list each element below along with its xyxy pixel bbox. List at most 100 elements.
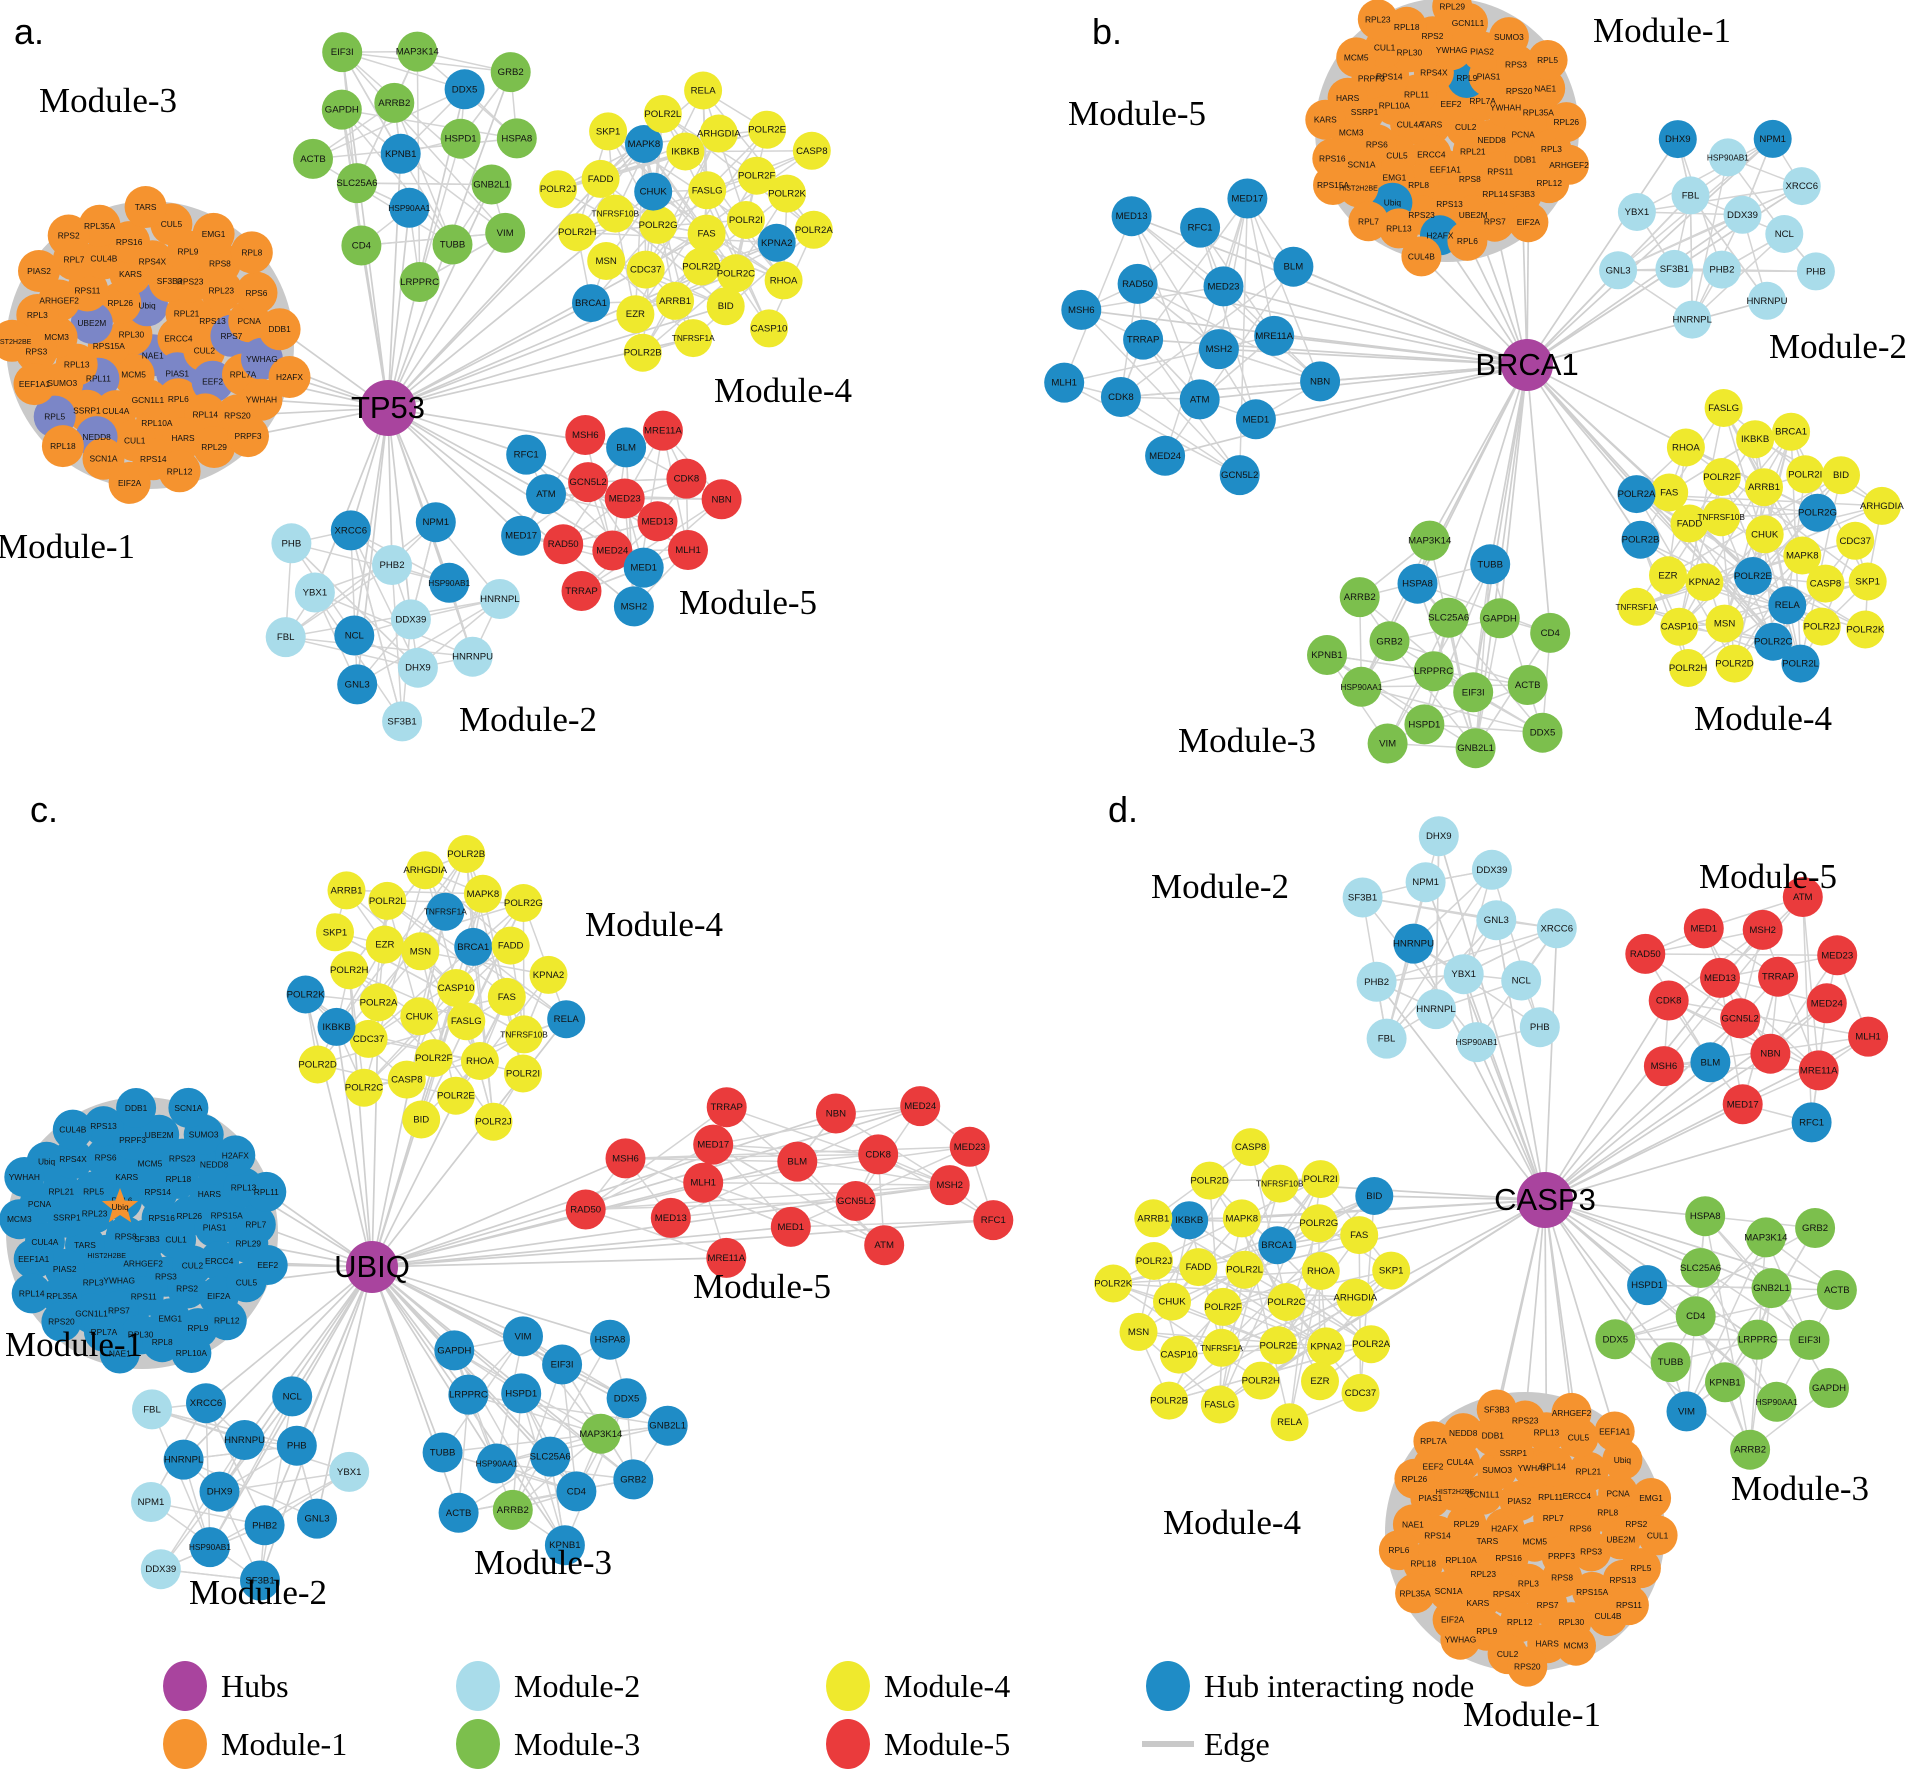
node-POLR2E [1733, 557, 1772, 595]
node-NBN [701, 479, 742, 520]
node-SKP1 [1848, 562, 1887, 601]
node-label: ARRB1 [331, 885, 363, 896]
hub-edge [316, 1266, 373, 1519]
panel-letter-b: b. [1092, 11, 1122, 52]
node-label: RPL35A [84, 221, 116, 231]
node-label: HNRNPL [480, 594, 520, 605]
node-label: EZR [626, 309, 645, 320]
node-label: GCN1L1 [1467, 1490, 1500, 1500]
node-TNFRSF10B [1702, 498, 1741, 537]
node-HSP90AA1 [476, 1443, 517, 1484]
node-label: LRPPRC [400, 277, 439, 288]
module-edge [702, 90, 747, 221]
node-label: MLH1 [1051, 378, 1077, 389]
node-label: BRCA1 [1261, 1240, 1293, 1251]
legend-label: Module-5 [884, 1726, 1010, 1762]
node-RPS13 [83, 1106, 124, 1147]
node-label: KARS [1314, 115, 1337, 125]
node-label: RPS8 [1459, 174, 1481, 184]
node-CASP10 [437, 969, 476, 1007]
module-title: Module-1 [5, 1325, 143, 1364]
node-MRE11A [706, 1237, 747, 1278]
node-ARRB2 [374, 82, 415, 123]
node-EEF2 [247, 1245, 288, 1285]
node-SKP1 [316, 913, 354, 952]
hub-edge [371, 1266, 611, 1341]
module-edge [1246, 198, 1321, 382]
node-MED1 [1235, 399, 1276, 440]
node-POLR2A [1352, 1325, 1391, 1364]
node-label: NPM1 [1759, 134, 1786, 145]
node-BID [706, 287, 745, 326]
node-label: GCN1L1 [75, 1308, 108, 1318]
hub-edge [205, 1266, 373, 1404]
node-label: DDX39 [1476, 865, 1507, 876]
node-DDB1 [116, 1088, 157, 1128]
node-YBX1 [329, 1451, 370, 1492]
panel-d-module-2: YBX1 HNRNPU GNL3 HNRNPL NPM1 NCL PHB2 DDX39 HSP9… [1151, 816, 1577, 1063]
node-label: FADD [588, 174, 614, 185]
node-label: POLR2D [682, 262, 720, 273]
node-label: RPL26 [1553, 117, 1579, 127]
module-edge [1615, 1289, 1838, 1341]
node-label: NAE1 [1534, 83, 1556, 93]
node-label: MCM3 [1564, 1641, 1589, 1651]
node-POLR2H [1241, 1361, 1280, 1400]
module-edge [1112, 1282, 1262, 1382]
node-label: HARS [1336, 93, 1360, 103]
node-label: RPL26 [176, 1211, 202, 1221]
module-title: Module-5 [1068, 94, 1206, 133]
node-VIM [1367, 723, 1408, 764]
node-POLR2F [1702, 458, 1741, 496]
node-CDK8 [666, 458, 707, 499]
module-edge [1723, 486, 1765, 624]
node-BRCA1 [1258, 1226, 1297, 1265]
node-CASP8 [387, 1060, 426, 1099]
module-edge [209, 1396, 293, 1548]
panel-b-module-3: LRPPRC SLC25A6 EIF3I GRB2 GAPDH HSPD1 HSPA8 ACT… [1178, 520, 1571, 769]
node-label: YWHAH [246, 395, 277, 405]
node-label: RPS8 [209, 258, 231, 268]
legend-label: Hub interacting node [1204, 1668, 1474, 1704]
node-label: EMG1 [202, 229, 226, 239]
node-PIAS2 [1499, 1480, 1540, 1521]
module-edge [341, 52, 363, 246]
node-label: RPL18 [50, 441, 76, 451]
node-DHX9 [1418, 816, 1459, 857]
node-label: FBL [1378, 1034, 1396, 1045]
node-label: CUL2 [194, 346, 216, 356]
node-label: GNL3 [1606, 265, 1631, 276]
node-DDX5 [1595, 1319, 1636, 1360]
node-label: BRCA1 [457, 942, 489, 953]
module-edge [285, 564, 393, 638]
node-label: MSH6 [572, 430, 599, 441]
node-label: POLR2C [1267, 1297, 1305, 1308]
node-label: HSP90AB1 [428, 578, 470, 588]
node-label: EEF2 [257, 1260, 278, 1270]
node-label: RPL29 [201, 442, 227, 452]
node-DHX9 [1658, 120, 1697, 159]
node-label: RPL10A [176, 1348, 208, 1358]
node-label: PIAS2 [53, 1264, 77, 1274]
node-POLR2H [558, 213, 597, 252]
panel-letter-d: d. [1108, 789, 1138, 830]
node-label: ARHGDIA [1333, 1293, 1377, 1304]
node-EMG1 [192, 212, 235, 255]
node-ARHGDIA [406, 851, 445, 890]
node-label: RPS16 [1319, 154, 1346, 164]
node-label: LRPPRC [1738, 1335, 1777, 1346]
module-edge [1636, 185, 1802, 213]
node-label: LRPPRC [1414, 666, 1453, 677]
node-CD4 [1675, 1296, 1716, 1337]
node-label: RPL8 [152, 1337, 173, 1347]
node-label: RPL21 [48, 1187, 74, 1197]
node-label: DHX9 [405, 663, 431, 674]
node-MAPK8 [1222, 1199, 1261, 1238]
node-TRRAP [1758, 956, 1799, 997]
node-PRPF3 [227, 415, 269, 458]
module-edge [1249, 1146, 1288, 1303]
node-label: POLR2C [717, 268, 755, 279]
module-edge [1388, 640, 1477, 749]
node-label: NPM1 [1412, 877, 1439, 888]
hub-edge [371, 1266, 470, 1396]
